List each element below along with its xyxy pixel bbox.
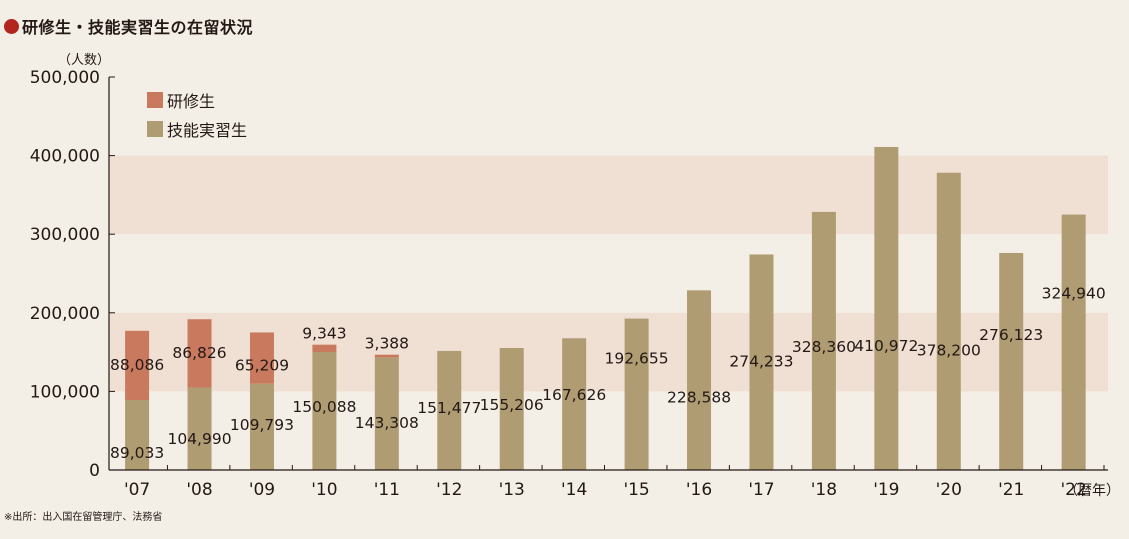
data-label-intern: 104,990 xyxy=(167,430,231,448)
data-label-intern: 151,477 xyxy=(417,399,481,417)
bar-intern xyxy=(687,290,712,470)
bar-intern xyxy=(1061,214,1086,470)
y-tick-label: 100,000 xyxy=(30,382,100,402)
data-label-trainee: 3,388 xyxy=(365,335,409,353)
bar-intern xyxy=(249,383,274,470)
bar-intern xyxy=(312,352,337,470)
y-tick-label: 500,000 xyxy=(30,68,100,88)
x-tick-label: '16 xyxy=(686,480,712,500)
legend-swatch xyxy=(147,121,163,137)
data-label-intern: 167,626 xyxy=(542,386,606,404)
bar-intern xyxy=(374,357,399,470)
bar-intern xyxy=(187,387,212,470)
x-tick-label: '19 xyxy=(873,480,899,500)
legend-swatch xyxy=(147,92,163,108)
data-label-intern: 109,793 xyxy=(230,416,294,434)
bar-intern xyxy=(936,172,961,470)
bar-trainee xyxy=(249,332,274,384)
bar-intern xyxy=(749,254,774,470)
x-tick-label: '09 xyxy=(249,480,275,500)
x-tick-label: '10 xyxy=(311,480,337,500)
bar-trainee xyxy=(374,354,399,358)
data-label-intern: 192,655 xyxy=(605,350,669,368)
x-tick-labels: '07 '08 '09 '10 '11 '12 '13 '14 '15 '16 '17 '18 '19 '… xyxy=(124,480,1087,500)
bar-intern xyxy=(437,350,462,470)
data-label-intern: 155,206 xyxy=(480,396,544,414)
data-label-intern: 228,588 xyxy=(667,388,731,406)
chart-title: 研修生・技能実習生の在留状況 xyxy=(4,14,253,38)
y-tick-label: 300,000 xyxy=(30,225,100,245)
data-labels: 89,033 88,086 104,990 86,826 109,793 65,209 15… xyxy=(110,285,1106,462)
data-label-trainee: 86,826 xyxy=(172,344,226,362)
bar-trainee xyxy=(187,319,212,388)
y-tick-label: 0 xyxy=(89,461,100,481)
data-label-trainee: 9,343 xyxy=(302,325,346,343)
x-tick-label: '20 xyxy=(936,480,962,500)
axes xyxy=(108,76,1108,471)
legend-label: 技能実習生 xyxy=(167,121,247,140)
data-label-intern: 274,233 xyxy=(729,352,793,370)
data-label-intern: 328,360 xyxy=(792,338,856,356)
bars xyxy=(125,146,1086,470)
y-axis-title: （人数） xyxy=(58,53,110,68)
bar-intern xyxy=(562,338,587,470)
x-tick-label: '15 xyxy=(623,480,649,500)
y-tick-label: 400,000 xyxy=(30,147,100,167)
data-label-intern: 276,123 xyxy=(979,326,1043,344)
y-tick-label: 200,000 xyxy=(30,304,100,324)
x-tick-label: '08 xyxy=(186,480,212,500)
x-tick-label: '12 xyxy=(436,480,462,500)
bar-intern xyxy=(499,348,524,470)
data-label-intern: 150,088 xyxy=(292,398,356,416)
bar-trainee xyxy=(125,330,150,401)
x-axis-suffix: （暦年） xyxy=(1064,483,1120,499)
x-tick-label: '22 xyxy=(1061,480,1087,500)
chart-title-text: 研修生・技能実習生の在留状況 xyxy=(22,18,254,37)
x-tick-label: '18 xyxy=(811,480,837,500)
data-label-intern: 324,940 xyxy=(1042,285,1106,303)
legend-label: 研修生 xyxy=(167,92,215,111)
data-label-trainee: 65,209 xyxy=(235,356,289,374)
data-label-intern: 89,033 xyxy=(110,444,164,462)
title-bullet-icon xyxy=(4,18,19,34)
x-tick-label: '07 xyxy=(124,480,150,500)
bar-intern xyxy=(811,211,836,470)
x-tick-label: '21 xyxy=(998,480,1024,500)
x-tick-label: '11 xyxy=(374,480,400,500)
bar-trainee xyxy=(312,344,337,353)
bar-intern xyxy=(624,318,649,470)
bar-intern xyxy=(999,252,1024,470)
bar-intern xyxy=(125,400,150,470)
y-tick-labels: 0 100,000 200,000 300,000 400,000 500,000 xyxy=(30,68,100,481)
bar-intern xyxy=(874,146,899,470)
data-label-trainee: 88,086 xyxy=(110,356,164,374)
data-label-intern: 410,972 xyxy=(854,337,918,355)
x-tick-label: '13 xyxy=(499,480,525,500)
source-note: ※出所：出入国在留管理庁、法務省 xyxy=(4,512,163,523)
x-tick-label: '17 xyxy=(748,480,774,500)
data-label-intern: 143,308 xyxy=(355,414,419,432)
data-label-intern: 378,200 xyxy=(917,342,981,360)
x-tick-label: '14 xyxy=(561,480,587,500)
